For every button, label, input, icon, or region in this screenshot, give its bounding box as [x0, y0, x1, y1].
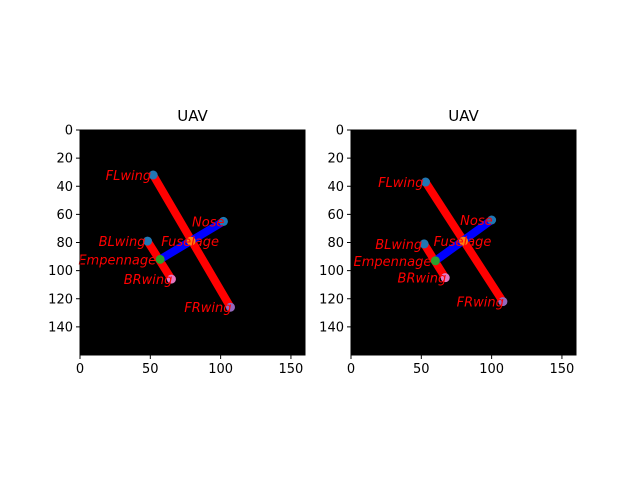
keypoint-label-fuselage: Fuselage — [434, 235, 492, 250]
keypoint-label-blwing: BLwing — [375, 238, 422, 253]
keypoint-label-brwing: BRwing — [124, 273, 173, 288]
y-tick-label: 0 — [65, 124, 73, 139]
y-tick-label: 80 — [56, 236, 73, 251]
y-tick-label: 20 — [56, 152, 73, 167]
keypoint-label-nose: Nose — [192, 215, 224, 230]
keypoint-blwing — [419, 239, 429, 249]
y-tick-label: 40 — [56, 180, 73, 195]
y-tick-label: 100 — [48, 264, 73, 279]
keypoint-label-fuselage: Fuselage — [161, 235, 219, 250]
keypoint-label-nose: Nose — [460, 214, 492, 229]
x-tick-label: 0 — [347, 362, 355, 377]
keypoint-frwing — [498, 297, 508, 307]
y-tick-label: 80 — [327, 236, 344, 251]
x-tick-label: 50 — [413, 362, 430, 377]
keypoint-label-flwing: FLwing — [106, 169, 151, 184]
y-tick-label: 0 — [336, 124, 344, 139]
panel-1: UAV FLwing Nose Fuselage BLwing Empennage BRwi… — [48, 107, 306, 377]
keypoint-label-empennage: Empennage — [78, 253, 156, 268]
keypoint-empennage — [155, 254, 165, 264]
keypoint-label-flwing: FLwing — [378, 176, 423, 191]
y-tick-label: 120 — [48, 292, 73, 307]
keypoint-fuselage — [459, 236, 468, 246]
keypoint-nose — [487, 215, 497, 225]
keypoint-flwing — [148, 170, 158, 180]
x-tick-label: 150 — [550, 362, 575, 377]
x-tick-label: 150 — [279, 362, 304, 377]
keypoint-label-brwing: BRwing — [398, 272, 447, 287]
y-tick-label: 120 — [319, 292, 344, 307]
keypoint-frwing — [225, 302, 235, 312]
y-tick-label: 60 — [56, 208, 73, 223]
x-tick-label: 100 — [208, 362, 233, 377]
keypoint-label-frwing: FRwing — [184, 301, 231, 316]
y-tick-label: 100 — [319, 264, 344, 279]
keypoint-label-frwing: FRwing — [457, 296, 504, 311]
keypoint-nose — [218, 216, 228, 226]
x-tick-label: 100 — [479, 362, 504, 377]
keypoint-label-empennage: Empennage — [354, 255, 432, 270]
keypoint-brwing — [440, 273, 450, 283]
y-tick-label: 140 — [319, 320, 344, 335]
x-tick-label: 50 — [142, 362, 159, 377]
keypoint-fuselage — [186, 236, 196, 246]
chart-title: UAV — [177, 107, 208, 125]
keypoint-brwing — [166, 274, 176, 284]
panel-2: UAV FLwing Nose Fuselage BLwing Empennage BRwi… — [319, 107, 577, 377]
x-tick-label: 0 — [76, 362, 84, 377]
y-tick-label: 140 — [48, 320, 73, 335]
y-tick-label: 20 — [327, 152, 344, 167]
y-tick-label: 40 — [327, 180, 344, 195]
keypoint-blwing — [143, 236, 152, 246]
chart-title: UAV — [448, 107, 479, 125]
keypoint-label-blwing: BLwing — [99, 235, 146, 250]
y-tick-label: 60 — [327, 208, 344, 223]
keypoint-empennage — [430, 256, 440, 266]
keypoint-flwing — [421, 177, 431, 187]
